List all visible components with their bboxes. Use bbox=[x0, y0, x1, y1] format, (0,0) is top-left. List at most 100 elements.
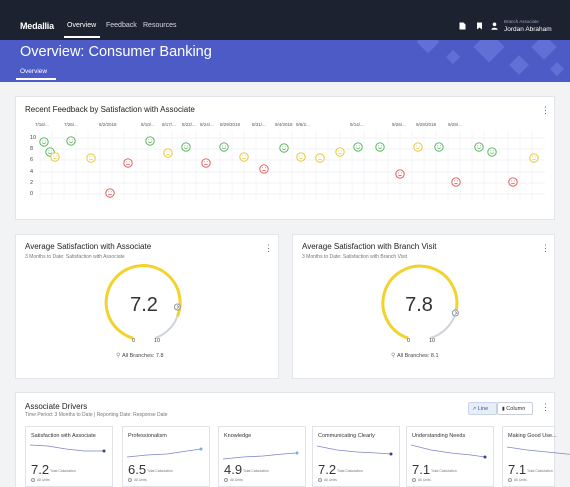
driver-units-label: All Units bbox=[230, 478, 243, 482]
page-title: Overview: Consumer Banking bbox=[20, 44, 212, 60]
location-pin-icon: ⚲ bbox=[116, 353, 121, 359]
feedback-date-label: 8/31/... bbox=[252, 122, 266, 127]
branch-satisfaction-subtitle: 3 Months to Date: Satisfaction with Bran… bbox=[302, 254, 407, 260]
driver-card[interactable]: Professionalism 6.5 Total Calculation All U… bbox=[122, 426, 210, 487]
neutral-face-icon[interactable] bbox=[413, 142, 423, 152]
neutral-face-icon[interactable] bbox=[296, 152, 306, 162]
feedback-y-tick: 6 bbox=[30, 157, 34, 163]
sad-face-icon[interactable] bbox=[123, 158, 133, 168]
driver-value: 4.9 bbox=[224, 462, 243, 477]
driver-calc-label: Total Calculation bbox=[527, 469, 553, 473]
nav-overview[interactable]: Overview bbox=[67, 22, 97, 29]
feedback-date-label: 9/6/2... bbox=[296, 122, 310, 127]
column-view-button[interactable]: ▮ Column bbox=[497, 402, 533, 415]
nav-active-indicator bbox=[64, 36, 100, 38]
happy-face-icon[interactable] bbox=[487, 147, 497, 157]
happy-face-icon[interactable] bbox=[66, 136, 76, 146]
neutral-face-icon[interactable] bbox=[163, 148, 173, 158]
happy-face-icon[interactable] bbox=[434, 142, 444, 152]
happy-face-icon[interactable] bbox=[145, 136, 155, 146]
assoc-gauge bbox=[104, 264, 182, 340]
driver-calc-label: Total Calculation bbox=[243, 469, 269, 473]
happy-face-icon[interactable] bbox=[219, 142, 229, 152]
driver-name: Understanding Needs bbox=[412, 433, 466, 439]
sad-face-icon[interactable] bbox=[105, 188, 115, 198]
associate-drivers-subtitle: Time Period: 3 Months to Date | Reportin… bbox=[25, 412, 168, 418]
branch-gauge bbox=[381, 264, 459, 340]
bookmark-icon[interactable] bbox=[476, 22, 483, 30]
assoc-satisfaction-card bbox=[15, 234, 279, 379]
neutral-face-icon[interactable] bbox=[239, 152, 249, 162]
neutral-face-icon[interactable] bbox=[335, 147, 345, 157]
driver-units-label: All Units bbox=[514, 478, 527, 482]
medallia-logo[interactable]: Medallia bbox=[20, 21, 54, 31]
happy-face-icon[interactable] bbox=[181, 142, 191, 152]
happy-face-icon[interactable] bbox=[375, 142, 385, 152]
assoc-gauge-min: 0 bbox=[132, 338, 136, 344]
recent-feedback-card bbox=[15, 96, 555, 220]
driver-calc-label: Total Calculation bbox=[147, 469, 173, 473]
driver-card[interactable]: Knowledge 4.9 Total Calculation All Units bbox=[218, 426, 306, 487]
happy-face-icon[interactable] bbox=[279, 143, 289, 153]
tab-overview[interactable]: Overview bbox=[20, 68, 48, 75]
feedback-date-label: 9/14/... bbox=[350, 122, 364, 127]
sad-face-icon[interactable] bbox=[451, 177, 461, 187]
feedback-date-label: 7/26/... bbox=[64, 122, 78, 127]
user-name[interactable]: Jordan Abraham bbox=[504, 26, 552, 33]
units-radio[interactable] bbox=[224, 478, 228, 482]
feedback-y-tick: 2 bbox=[30, 180, 34, 186]
top-nav bbox=[0, 0, 570, 40]
feedback-menu-icon[interactable]: ⋮ bbox=[541, 105, 550, 115]
feedback-date-label: 8/10/... bbox=[141, 122, 155, 127]
units-radio[interactable] bbox=[508, 478, 512, 482]
units-radio[interactable] bbox=[318, 478, 322, 482]
driver-sparkline bbox=[223, 451, 299, 460]
sad-face-icon[interactable] bbox=[201, 158, 211, 168]
line-view-button[interactable]: ↗ Line bbox=[468, 402, 497, 415]
feedback-date-label: 8/29/2018 bbox=[220, 122, 241, 127]
page-banner bbox=[0, 40, 570, 82]
neutral-face-icon[interactable] bbox=[529, 153, 539, 163]
assoc-menu-icon[interactable]: ⋮ bbox=[264, 243, 273, 253]
neutral-face-icon[interactable] bbox=[50, 152, 60, 162]
driver-name: Communicating Clearly bbox=[318, 433, 375, 439]
nav-resources[interactable]: Resources bbox=[143, 22, 177, 29]
sad-face-icon[interactable] bbox=[395, 169, 405, 179]
drivers-menu-icon[interactable]: ⋮ bbox=[541, 402, 550, 412]
branch-satisfaction-title: Average Satisfaction with Branch Visit bbox=[302, 242, 437, 251]
feedback-y-tick: 0 bbox=[30, 191, 34, 197]
neutral-face-icon[interactable] bbox=[315, 153, 325, 163]
units-radio[interactable] bbox=[31, 478, 35, 482]
line-view-label: Line bbox=[477, 406, 489, 412]
driver-value: 7.2 bbox=[318, 462, 337, 477]
column-view-label: Column bbox=[506, 406, 526, 412]
user-icon[interactable] bbox=[491, 22, 498, 30]
feedback-date-label: 8/22/... bbox=[182, 122, 196, 127]
units-radio[interactable] bbox=[128, 478, 132, 482]
driver-value: 6.5 bbox=[128, 462, 147, 477]
driver-units-label: All Units bbox=[37, 478, 50, 482]
sad-face-icon[interactable] bbox=[259, 164, 269, 174]
line-chart-icon: ↗ bbox=[472, 406, 477, 412]
driver-sparkline bbox=[507, 446, 570, 455]
neutral-face-icon[interactable] bbox=[86, 153, 96, 163]
driver-card[interactable]: Understanding Needs 7.1 Total Calculation A… bbox=[406, 426, 494, 487]
units-radio[interactable] bbox=[412, 478, 416, 482]
driver-name: Knowledge bbox=[224, 433, 252, 439]
sad-face-icon[interactable] bbox=[508, 177, 518, 187]
driver-card[interactable]: Making Good Use... 7.1 Total Calculation Al… bbox=[502, 426, 570, 487]
branch-menu-icon[interactable]: ⋮ bbox=[541, 243, 550, 253]
driver-card[interactable]: Satisfaction with Associate 7.2 Total Calc… bbox=[25, 426, 113, 487]
happy-face-icon[interactable] bbox=[474, 142, 484, 152]
feedback-y-tick: 10 bbox=[30, 135, 37, 141]
branch-gauge-value: 7.8 bbox=[405, 294, 433, 316]
assoc-all-branches: All Branches: 7.8 bbox=[122, 353, 164, 359]
nav-feedback[interactable]: Feedback bbox=[106, 22, 137, 29]
driver-card[interactable]: Communicating Clearly 7.2 Total Calculatio… bbox=[312, 426, 400, 487]
happy-face-icon[interactable] bbox=[353, 142, 363, 152]
happy-face-icon[interactable] bbox=[39, 137, 49, 147]
document-icon[interactable] bbox=[459, 22, 466, 30]
feedback-y-tick: 4 bbox=[30, 169, 34, 175]
driver-name: Professionalism bbox=[128, 433, 167, 439]
driver-sparkline bbox=[411, 444, 487, 459]
